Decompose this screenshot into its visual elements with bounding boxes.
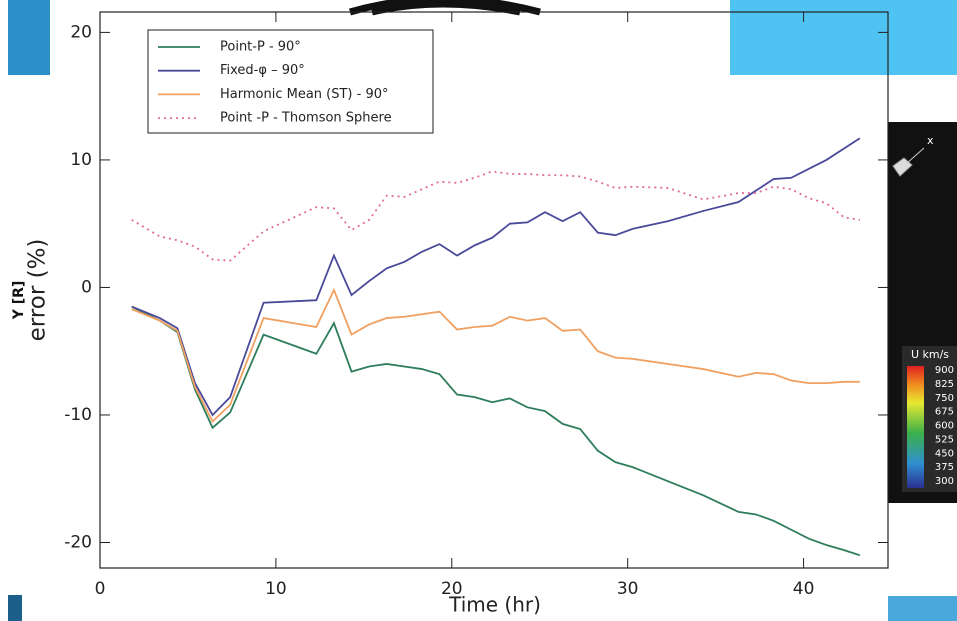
x-axis-label: Time (hr) (448, 593, 541, 617)
overlay-axis-label: Y [R] (11, 281, 27, 321)
axis-glyph: x (927, 134, 934, 147)
x-tick-label: 0 (95, 579, 106, 599)
x-tick-label: 30 (617, 579, 639, 599)
y-tick-label: 10 (70, 150, 92, 170)
legend-label: Fixed-φ – 90° (220, 63, 305, 78)
colorbar-tick-label: 375 (935, 462, 954, 473)
x-tick-label: 40 (793, 579, 815, 599)
decor-block (8, 595, 22, 621)
y-tick-label: -10 (64, 405, 92, 425)
colorbar-tick-label: 900 (935, 365, 954, 376)
decor-block (888, 596, 957, 621)
orientation-axis (905, 147, 925, 165)
colorbar (907, 366, 924, 488)
decor-block (730, 0, 957, 75)
y-axis-label: error (%) (25, 239, 51, 342)
colorbar-tick-label: 300 (935, 476, 954, 487)
y-tick-label: -20 (64, 532, 92, 552)
colorbar-tick-label: 750 (935, 393, 954, 404)
decor-block (8, 0, 50, 75)
y-tick-label: 0 (81, 277, 92, 297)
x-tick-label: 10 (265, 579, 287, 599)
logo (349, 0, 541, 16)
legend-label: Point -P - Thomson Sphere (220, 111, 392, 126)
colorbar-title: U km/s (911, 348, 949, 361)
series-line (131, 287, 860, 423)
colorbar-tick-label: 675 (935, 407, 954, 418)
legend-label: Point-P - 90° (220, 40, 301, 55)
colorbar-tick-label: 450 (935, 448, 954, 459)
series-line (131, 305, 861, 557)
y-tick-label: 20 (70, 22, 92, 42)
colorbar-tick-label: 825 (935, 379, 954, 390)
series-line (131, 137, 861, 417)
series-line (131, 170, 861, 262)
x-tick-label: 20 (441, 579, 463, 599)
colorbar-tick-label: 525 (935, 434, 954, 445)
legend-label: Harmonic Mean (ST) - 90° (220, 87, 389, 102)
colorbar-tick-label: 600 (935, 421, 954, 432)
plot-frame (99, 11, 889, 569)
